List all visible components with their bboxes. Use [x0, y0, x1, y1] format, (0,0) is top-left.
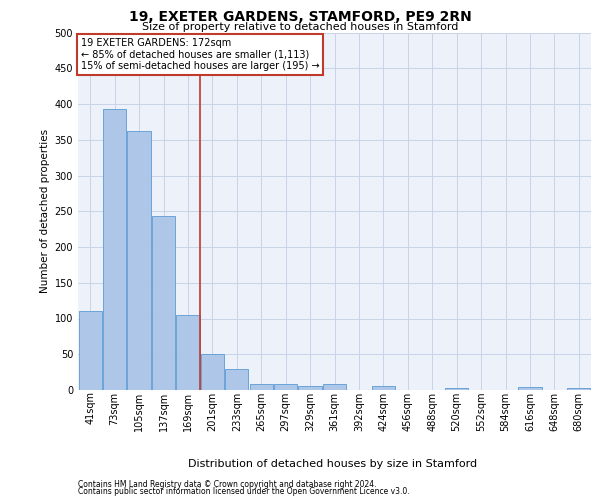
Text: 19 EXETER GARDENS: 172sqm
← 85% of detached houses are smaller (1,113)
15% of se: 19 EXETER GARDENS: 172sqm ← 85% of detac… [80, 38, 319, 71]
Bar [372, 386, 395, 390]
Bar [201, 354, 224, 390]
Bar [567, 388, 590, 390]
Bar [518, 387, 542, 390]
Text: Distribution of detached houses by size in Stamford: Distribution of detached houses by size … [188, 459, 478, 469]
Bar [323, 384, 346, 390]
Bar [250, 384, 273, 390]
Text: Contains HM Land Registry data © Crown copyright and database right 2024.: Contains HM Land Registry data © Crown c… [78, 480, 377, 489]
Bar [274, 384, 297, 390]
Y-axis label: Number of detached properties: Number of detached properties [40, 129, 50, 294]
Text: Size of property relative to detached houses in Stamford: Size of property relative to detached ho… [142, 22, 458, 32]
Bar [445, 388, 468, 390]
Bar [152, 216, 175, 390]
Bar [79, 312, 102, 390]
Bar [103, 109, 126, 390]
Text: Contains public sector information licensed under the Open Government Licence v3: Contains public sector information licen… [78, 487, 410, 496]
Bar [225, 370, 248, 390]
Text: 19, EXETER GARDENS, STAMFORD, PE9 2RN: 19, EXETER GARDENS, STAMFORD, PE9 2RN [128, 10, 472, 24]
Bar [298, 386, 322, 390]
Bar [176, 315, 200, 390]
Bar [127, 131, 151, 390]
